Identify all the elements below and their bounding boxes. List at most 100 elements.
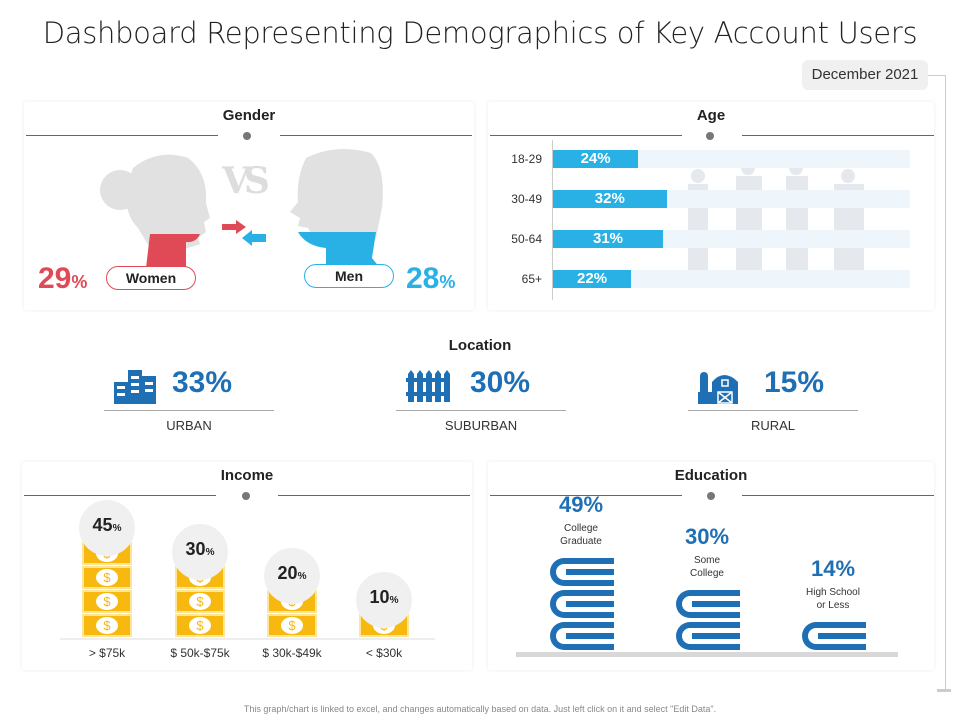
book-icon [548, 556, 614, 586]
divider-dot [707, 492, 715, 500]
education-label: Graduate [560, 536, 602, 547]
education-label: or Less [816, 600, 850, 611]
education-label: College [690, 568, 724, 579]
man-head-icon [290, 149, 383, 268]
income-value: 10 [369, 587, 390, 607]
divider [24, 495, 216, 496]
age-label: 30-49 [511, 192, 542, 206]
divider [945, 76, 946, 690]
men-percent: 28% [406, 262, 455, 296]
age-bar-track [553, 270, 910, 288]
education-label: Some [693, 555, 721, 566]
book-icon [674, 620, 740, 650]
percent-unit: % [205, 547, 215, 558]
age-bar: 22% [553, 270, 632, 288]
income-label: > $75k [88, 646, 126, 660]
dollar-bill-icon: $ [175, 590, 225, 613]
divider [280, 135, 472, 136]
divider-dot [706, 132, 714, 140]
age-panel: Age 18-29 24% 30-49 32% 50-64 31% 65+ 22% [488, 102, 934, 310]
vs-text: VS [222, 160, 270, 202]
women-percent: 29% [38, 262, 87, 296]
divider [688, 410, 858, 411]
location-label: RURAL [750, 418, 796, 433]
location-percent: 30% [470, 366, 531, 399]
dollar-bill-icon: $ [267, 614, 317, 637]
divider [490, 135, 682, 136]
baseline [60, 638, 435, 640]
women-value: 29 [38, 262, 72, 295]
book-icon [548, 620, 614, 650]
dollar-bill-icon: $ [82, 566, 132, 589]
buildings-icon [114, 368, 158, 409]
percent-unit: % [439, 272, 456, 292]
dollar-bill-icon: $ [82, 590, 132, 613]
education-label: College [564, 523, 598, 534]
page-title: Dashboard Representing Demographics of K… [42, 16, 918, 50]
divider [26, 135, 218, 136]
people-illustration [688, 162, 864, 274]
axis-line [552, 140, 553, 300]
panel-title: Income [220, 467, 274, 484]
men-label: Men [304, 264, 394, 288]
divider-dot [242, 492, 250, 500]
fence-icon [406, 368, 450, 409]
education-label: High School [806, 587, 860, 598]
income-label: $ 50k-$75k [170, 646, 230, 660]
location-label: SUBURBAN [444, 418, 518, 433]
percent-unit: % [297, 571, 307, 582]
education-percent: 49% [558, 492, 604, 517]
barn-icon [698, 364, 742, 409]
divider [396, 410, 566, 411]
percent-unit: % [71, 272, 88, 292]
shelf [516, 652, 898, 657]
gender-panel: Gender VS 29% Women Men 28% [24, 102, 474, 310]
location-label: URBAN [166, 418, 212, 433]
income-label: $ 30k-$49k [262, 646, 322, 660]
income-percent: 20% [264, 548, 320, 604]
divider [104, 410, 274, 411]
age-bar: 31% [553, 230, 664, 248]
age-bar: 32% [553, 190, 667, 208]
woman-head-icon [100, 154, 210, 268]
income-panel: Income $$$$45%> $75k$$$30%$ 50k-$75k$$20… [22, 462, 472, 670]
income-percent: 30% [172, 524, 228, 580]
age-label: 50-64 [511, 232, 542, 246]
divider [490, 495, 682, 496]
education-panel: Education 49% College Graduate 30% Some Colle… [488, 462, 934, 670]
location-title: Location [448, 337, 512, 354]
dollar-bill-icon: $ [82, 614, 132, 637]
percent-unit: % [112, 523, 122, 534]
men-value: 28 [406, 262, 440, 295]
percent-unit: % [389, 595, 399, 606]
book-icon [800, 620, 866, 650]
exchange-arrows-icon [222, 220, 266, 246]
panel-title: Age [696, 107, 726, 124]
divider [742, 495, 934, 496]
women-label: Women [106, 266, 196, 290]
age-bar-track [553, 150, 910, 168]
panel-title: Gender [222, 107, 276, 124]
age-bar: 24% [553, 150, 639, 168]
age-label: 65+ [521, 272, 542, 286]
divider [742, 135, 934, 136]
education-percent: 30% [684, 524, 730, 549]
footer-note: This graph/chart is linked to excel, and… [243, 704, 717, 714]
education-percent: 14% [810, 556, 856, 581]
age-label: 18-29 [511, 152, 542, 166]
divider-dot [243, 132, 251, 140]
divider [928, 75, 946, 76]
book-icon [548, 588, 614, 618]
location-percent: 33% [172, 366, 233, 399]
book-icon [674, 588, 740, 618]
dollar-bill-icon: $ [175, 614, 225, 637]
location-percent: 15% [764, 366, 825, 399]
income-label: < $30k [365, 646, 403, 660]
divider [937, 689, 951, 692]
date-badge: December 2021 [802, 60, 928, 90]
income-value: 45 [92, 515, 113, 535]
divider [278, 495, 470, 496]
panel-title: Education [674, 467, 748, 484]
income-percent: 10% [356, 572, 412, 628]
income-percent: 45% [79, 500, 135, 556]
